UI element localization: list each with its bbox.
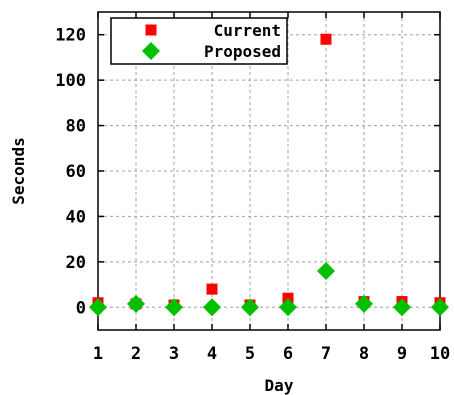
data-points: [89, 33, 449, 317]
current-point: [206, 283, 218, 295]
x-tick-label: 9: [397, 344, 407, 364]
legend-marker-proposed: [142, 42, 160, 60]
x-tick-label: 5: [245, 344, 255, 364]
x-tick-label: 3: [169, 344, 179, 364]
x-tick-label: 10: [430, 344, 450, 364]
proposed-point: [279, 298, 297, 317]
x-tick-label: 6: [283, 344, 293, 364]
x-tick-label: 4: [207, 344, 217, 364]
x-tick-label: 8: [359, 344, 369, 364]
y-ticks: 0 20 40 60 80 100 120: [55, 26, 440, 318]
proposed-point: [89, 298, 107, 317]
y-tick-label: 80: [66, 117, 86, 137]
current-point: [282, 292, 294, 304]
proposed-point: [317, 261, 335, 280]
legend-box: [110, 17, 288, 65]
y-tick-label: 120: [55, 26, 86, 46]
proposed-point: [431, 298, 449, 317]
proposed-point: [127, 294, 145, 313]
x-ticks: 1 2 3 4 5 6 7 8 9 10: [93, 12, 450, 364]
proposed-point: [241, 298, 259, 317]
y-tick-label: 20: [66, 253, 86, 273]
y-tick-label: 40: [66, 207, 86, 227]
legend-marker-current: [145, 24, 157, 36]
y-tick-label: 0: [76, 298, 86, 318]
y-axis-label: Seconds: [9, 137, 28, 204]
legend: Current Proposed: [110, 17, 288, 65]
y-tick-label: 100: [55, 71, 86, 91]
current-point: [320, 33, 332, 45]
x-tick-label: 1: [93, 344, 103, 364]
y-tick-label: 60: [66, 162, 86, 182]
proposed-point: [355, 294, 373, 313]
x-tick-label: 7: [321, 344, 331, 364]
x-axis-label: Day: [265, 376, 294, 395]
x-tick-label: 2: [131, 344, 141, 364]
proposed-point: [165, 298, 183, 317]
proposed-point: [393, 298, 411, 317]
legend-label-current: Current: [214, 21, 281, 40]
proposed-point: [203, 298, 221, 317]
legend-label-proposed: Proposed: [204, 42, 281, 61]
